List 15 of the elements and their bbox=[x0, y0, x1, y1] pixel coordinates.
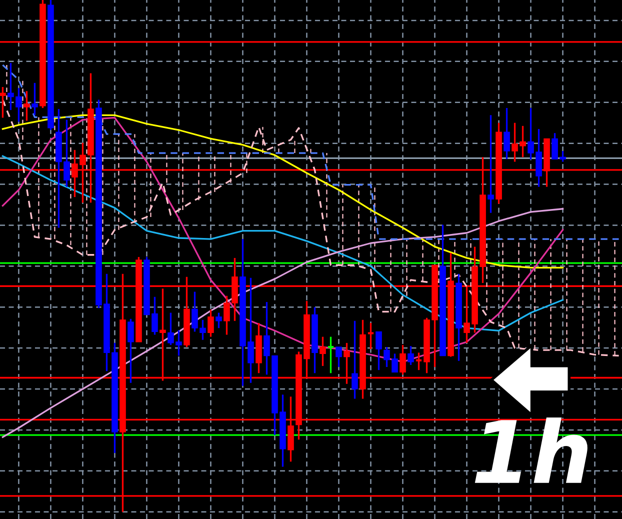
candlestick bbox=[32, 82, 38, 116]
candlestick bbox=[24, 90, 30, 122]
candlestick bbox=[376, 330, 382, 371]
candlestick bbox=[400, 344, 406, 376]
candlestick bbox=[320, 336, 326, 367]
candlestick bbox=[336, 346, 342, 368]
candlestick bbox=[128, 318, 134, 384]
candlestick bbox=[488, 114, 494, 214]
annotation: 1h bbox=[474, 417, 588, 483]
candlestick bbox=[352, 320, 358, 400]
candlestick bbox=[408, 345, 414, 366]
candlestick bbox=[0, 86, 6, 119]
candlestick bbox=[216, 312, 222, 329]
candlestick bbox=[208, 308, 214, 338]
candlestick bbox=[504, 107, 510, 160]
